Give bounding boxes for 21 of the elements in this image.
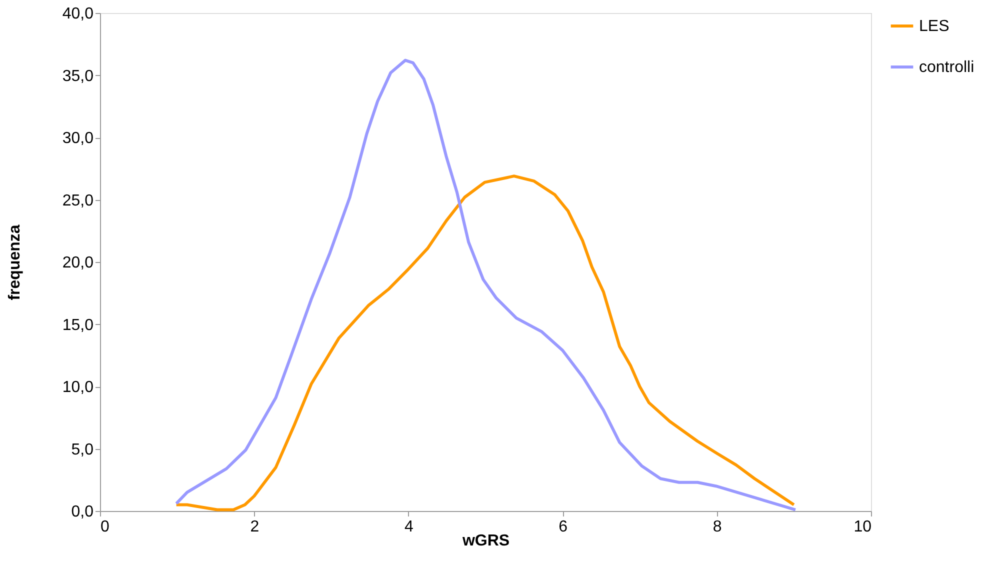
y-tick-label: 10,0: [62, 379, 94, 396]
x-axis-title: wGRS: [461, 532, 510, 550]
x-tick-label: 2: [250, 518, 260, 536]
legend-label: controlli: [919, 59, 974, 76]
line-series: [174, 58, 797, 512]
y-tick-label: 25,0: [62, 192, 94, 210]
line-series: [174, 174, 796, 512]
x-tick-label: 10: [854, 518, 872, 536]
x-tick-label: 0: [100, 518, 110, 536]
y-tick-label: 20,0: [62, 254, 94, 272]
y-tick-label: 0,0: [71, 504, 94, 520]
y-tick-label: 40,0: [62, 6, 94, 22]
legend-label: LES: [919, 18, 950, 35]
y-tick-label: 5,0: [71, 441, 94, 458]
y-tick-label: 15,0: [62, 316, 94, 334]
x-tick-label: 8: [712, 518, 722, 536]
y-tick-label: 30,0: [62, 130, 94, 147]
y-axis-title: frequenza: [6, 224, 24, 300]
y-tick-label: 35,0: [62, 68, 94, 85]
x-tick-label: 4: [404, 518, 414, 536]
x-tick-label: 6: [558, 518, 568, 536]
